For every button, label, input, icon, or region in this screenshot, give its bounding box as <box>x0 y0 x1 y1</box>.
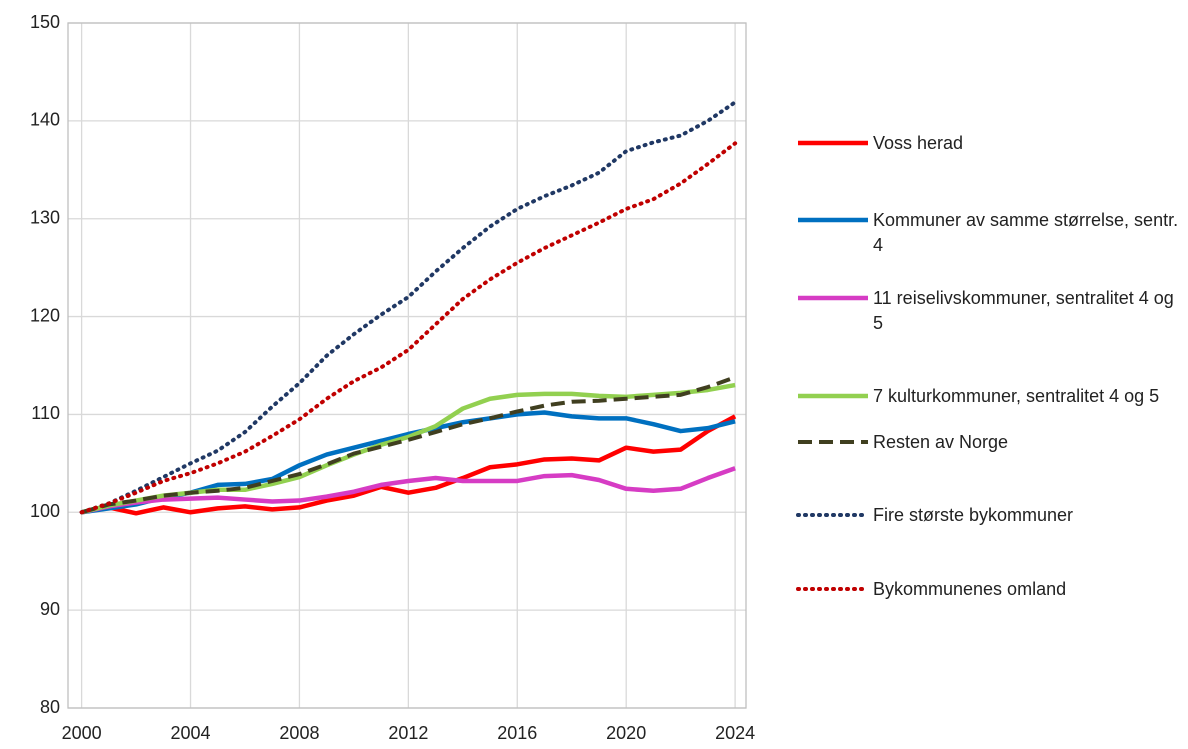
x-tick-label: 2016 <box>497 723 537 743</box>
series-line <box>79 141 738 515</box>
plot-frame <box>67 22 747 709</box>
series-line <box>79 100 738 515</box>
legend-entry: 7 kulturkommuner, sentralitet 4 og 5 <box>795 384 1185 409</box>
legend-swatch <box>798 140 868 146</box>
x-tick-label: 2004 <box>171 723 211 743</box>
legend-label: Voss herad <box>873 133 964 153</box>
legend-swatch <box>798 217 868 223</box>
y-tick-label: 100 <box>30 501 60 521</box>
y-tick-label: 110 <box>31 403 60 423</box>
y-tick-label: 80 <box>40 697 60 717</box>
legend-entry: Bykommunenes omland <box>795 577 1185 602</box>
legend-swatch <box>796 587 870 591</box>
legend-swatch <box>798 393 868 399</box>
legend-swatch <box>796 513 870 517</box>
y-tick-label: 150 <box>30 12 60 32</box>
series-line <box>81 375 736 515</box>
legend-entry: Resten av Norge <box>795 430 1185 455</box>
legend-label: 11 reiselivskommuner, sentralitet 4 og 5 <box>873 288 1174 333</box>
legend-entry: 11 reiselivskommuner, sentralitet 4 og 5 <box>795 286 1185 336</box>
y-tick-label: 140 <box>30 110 60 130</box>
x-tick-label: 2012 <box>388 723 428 743</box>
legend-label: Fire største bykommuner <box>873 505 1074 525</box>
x-tick-label: 2008 <box>279 723 319 743</box>
series-line <box>81 466 736 515</box>
legend-entry: Fire største bykommuner <box>795 503 1185 528</box>
x-tick-label: 2020 <box>606 723 646 743</box>
x-tick-label: 2000 <box>62 723 102 743</box>
legend-label: Bykommunenes omland <box>873 579 1067 599</box>
y-tick-label: 130 <box>30 207 60 227</box>
legend-label: Resten av Norge <box>873 432 1009 452</box>
legend-swatch <box>798 440 868 444</box>
y-tick-label: 90 <box>40 599 60 619</box>
legend-label: Kommuner av samme størrelse, sentr. 4 <box>873 210 1179 255</box>
x-tick-label: 2024 <box>715 723 755 743</box>
series-line <box>81 414 737 516</box>
legend-entry: Kommuner av samme størrelse, sentr. 4 <box>795 208 1185 258</box>
legend-label: 7 kulturkommuner, sentralitet 4 og 5 <box>873 386 1160 406</box>
legend-entry: Voss herad <box>795 131 1185 156</box>
y-tick-label: 120 <box>30 305 60 325</box>
legend-swatch <box>798 295 868 301</box>
